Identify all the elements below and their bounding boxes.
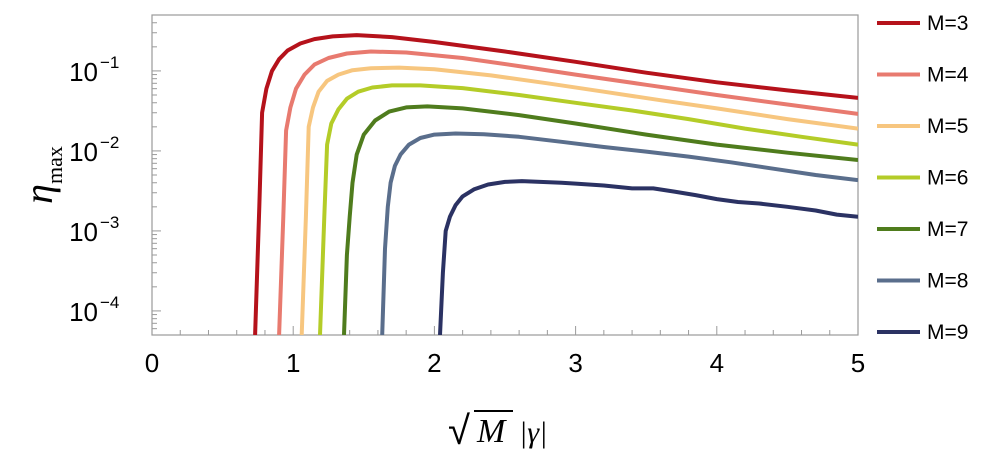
- y-tick-label-base: 10: [69, 57, 98, 87]
- y-tick-label-base: 10: [69, 297, 98, 327]
- x-axis-label: √ M |γ|: [448, 409, 547, 453]
- x-tick-label: 4: [710, 348, 724, 378]
- series-line-m5: [299, 65, 858, 335]
- legend-label: M=5: [927, 115, 968, 138]
- series-line-m4: [277, 49, 858, 335]
- y-tick-label-base: 10: [69, 217, 98, 247]
- x-tick-label: 5: [851, 348, 865, 378]
- legend-label: M=9: [927, 321, 968, 344]
- x-axis-sqrt-symbol: √: [448, 409, 470, 453]
- y-tick-label-exponent: −4: [100, 293, 119, 312]
- x-tick-label: 2: [427, 348, 441, 378]
- x-tick-label: 1: [286, 348, 300, 378]
- y-axis-label-main: η: [16, 184, 61, 204]
- y-axis-label-subscript: max: [42, 146, 67, 184]
- series-line-m7: [342, 104, 858, 335]
- axis-ticks: [151, 14, 859, 336]
- x-axis-rest: |γ|: [519, 416, 547, 449]
- legend-label: M=4: [927, 64, 969, 87]
- x-tick-label: 0: [145, 348, 159, 378]
- y-tick-label-base: 10: [69, 137, 98, 167]
- legend-label: M=7: [927, 218, 968, 241]
- y-tick-label-exponent: −3: [100, 213, 119, 232]
- y-tick-label-exponent: −1: [100, 53, 119, 72]
- series-line-m8: [380, 131, 858, 335]
- series-lines: [253, 33, 858, 335]
- legend: M=3 M=4 M=5 M=6 M=7 M=8 M=9: [877, 12, 969, 344]
- legend-label: M=6: [927, 167, 968, 190]
- x-tick-label: 3: [568, 348, 582, 378]
- y-axis-label: ηmax: [16, 146, 67, 204]
- y-tick-label-exponent: −2: [100, 133, 119, 152]
- x-axis-radicand: M: [476, 413, 507, 450]
- legend-label: M=8: [927, 270, 968, 293]
- series-line-m3: [253, 33, 858, 335]
- series-line-m6: [318, 83, 858, 335]
- series-line-m9: [438, 179, 858, 335]
- x-tick-labels: 0 1 2 3 4 5: [145, 348, 865, 378]
- y-tick-labels: 10−110−210−310−4: [69, 53, 119, 327]
- legend-label: M=3: [927, 12, 968, 35]
